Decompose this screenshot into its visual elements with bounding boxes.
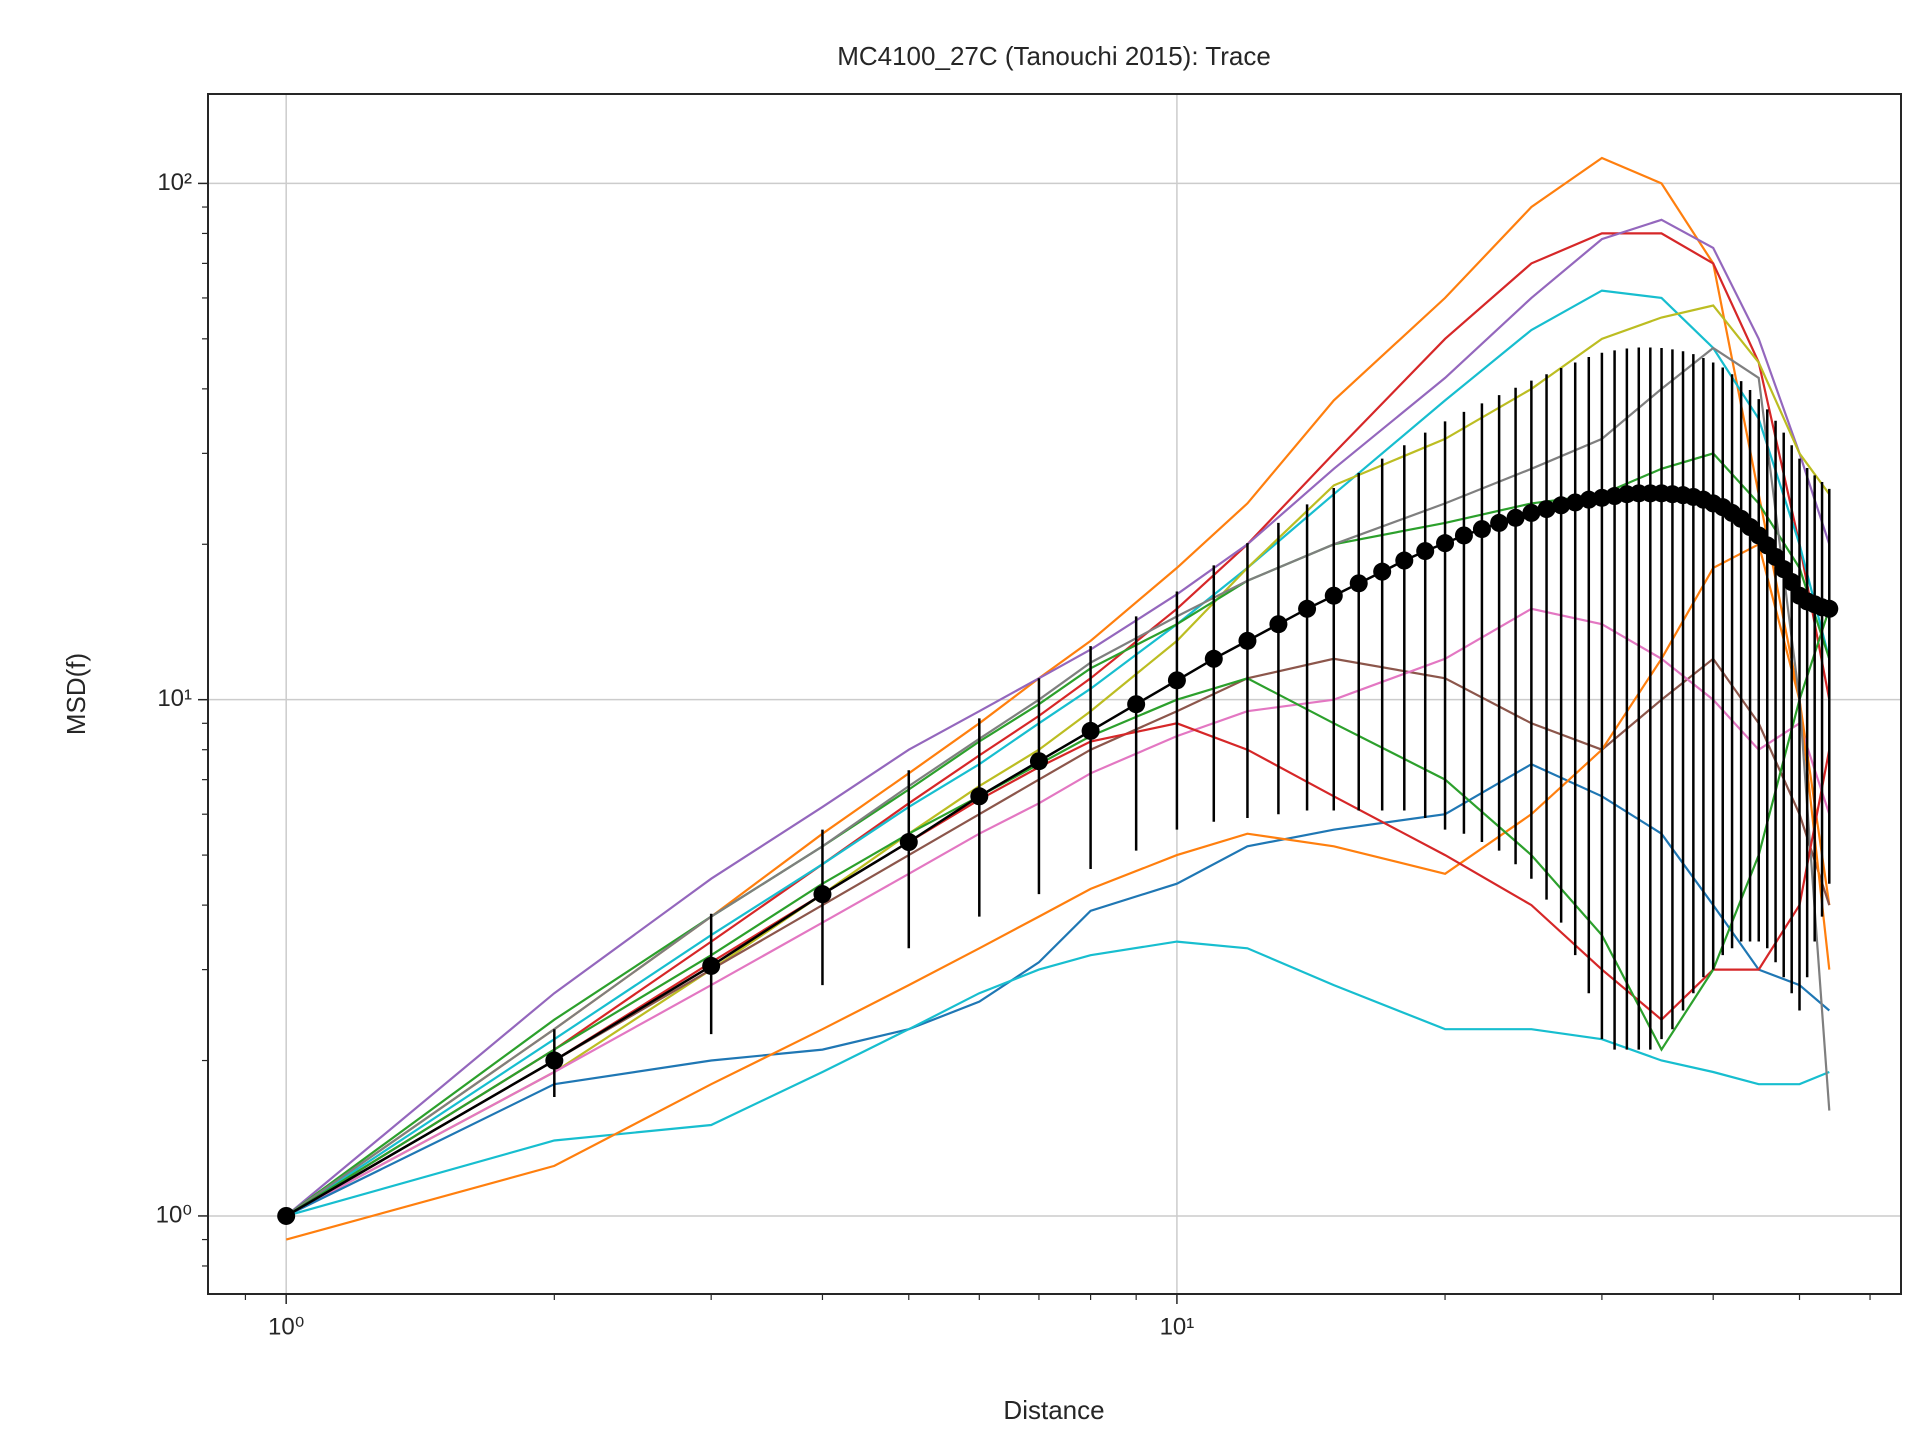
mean-point <box>1522 503 1541 522</box>
mean-point <box>1774 560 1793 579</box>
mean-point <box>1820 599 1839 618</box>
mean-point <box>1436 534 1455 553</box>
trace-line <box>285 304 1831 1217</box>
trace-line <box>285 232 1831 1217</box>
trace-line <box>285 346 1831 1217</box>
mean-point <box>1373 562 1392 581</box>
mean-point <box>277 1206 296 1225</box>
trace-line <box>285 940 1830 1217</box>
mean-point <box>970 787 989 806</box>
mean-point <box>1537 500 1556 519</box>
mean-point <box>1395 551 1414 570</box>
mean-point <box>1490 513 1509 532</box>
mean-point <box>1579 490 1598 509</box>
trace-line <box>285 722 1831 1217</box>
mean-point <box>899 833 918 852</box>
x-axis-label: Distance <box>1003 1395 1104 1425</box>
y-axis-label: MSD(f) <box>61 653 91 735</box>
y-tick-label: 10⁰ <box>156 1201 192 1228</box>
plot-frame <box>207 93 1902 1295</box>
mean-point <box>1349 574 1368 593</box>
mean-point <box>1324 586 1343 605</box>
mean-point <box>1782 573 1801 592</box>
y-tick-label: 10¹ <box>157 685 192 712</box>
mean-point <box>813 885 832 904</box>
trace-line <box>285 657 1831 1217</box>
mean-point <box>1552 496 1571 515</box>
mean-point <box>1298 599 1317 618</box>
mean-point <box>1416 542 1435 561</box>
mean-point <box>1029 752 1048 771</box>
mean-point <box>1204 649 1223 668</box>
chart-title: MC4100_27C (Tanouchi 2015): Trace <box>837 41 1271 71</box>
mean-point <box>702 956 721 975</box>
y-tick-label: 10² <box>157 169 192 196</box>
mean-point <box>1454 526 1473 545</box>
trace-line <box>285 762 1831 1217</box>
mean-point <box>1269 615 1288 634</box>
mean-point <box>1238 631 1257 650</box>
mean-point <box>1506 508 1525 527</box>
mean-point <box>1472 520 1491 539</box>
x-tick-label: 10¹ <box>1160 1313 1195 1340</box>
mean-point <box>1566 493 1585 512</box>
trace-line <box>285 218 1831 1217</box>
x-tick-label: 10⁰ <box>268 1313 304 1340</box>
mean-point <box>545 1051 564 1070</box>
trace-line <box>285 542 1831 1241</box>
mean-line <box>285 492 1830 1217</box>
mean-point <box>1081 721 1100 740</box>
mean-point <box>1127 695 1146 714</box>
mean-point <box>1167 671 1186 690</box>
